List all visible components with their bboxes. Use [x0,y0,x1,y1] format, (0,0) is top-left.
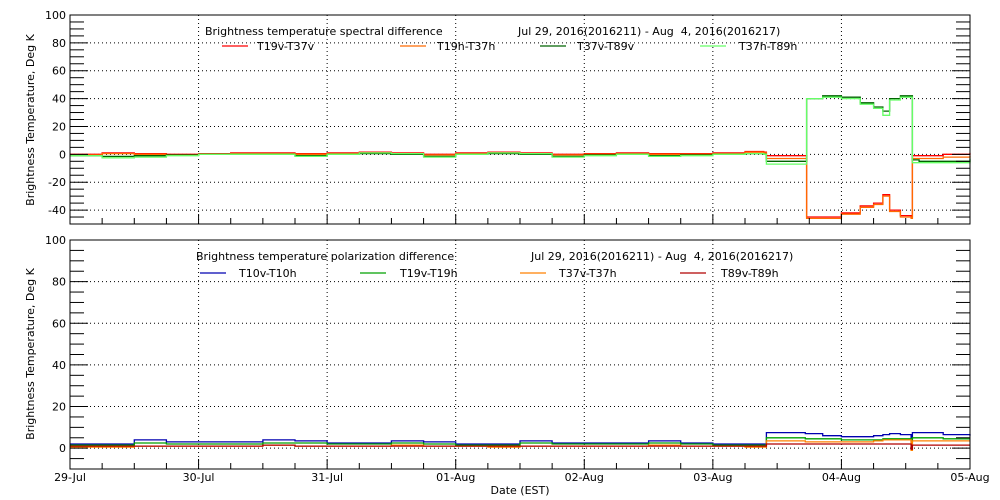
legend-label: T89v-T89h [720,267,779,280]
x-axis-label: Date (EST) [490,484,549,497]
x-tick-labels: 29-Jul 30-Jul 31-Jul 01-Aug 02-Aug 03-Aug 04-A… [54,471,990,484]
legend-label: T37v-T37h [558,267,617,280]
bottom-legend: T10v-T10h T19v-T19h T37v-T37h T89v-T89h [200,267,779,280]
x-tick-label: 03-Aug [693,471,732,484]
top-axes: -40 -20 0 20 40 60 80 100 [45,9,971,225]
legend-label: T37h-T89h [738,40,797,53]
x-tick-label: 01-Aug [436,471,475,484]
y-tick-label: 20 [52,401,66,414]
bottom-grid [70,240,970,469]
top-series [70,95,971,220]
bottom-title: Brightness temperature polarization diff… [196,250,454,263]
plot-frame [69,14,971,225]
y-tick-label: 60 [52,317,66,330]
y-tick-label: 20 [52,120,66,133]
bottom-y-axis-label: Brightness Temperature, Deg K [24,267,37,439]
x-tick-label: 02-Aug [565,471,604,484]
y-tick-label: 80 [52,37,66,50]
legend-label: T10v-T10h [238,267,297,280]
series-line-t89v-t89h [70,443,970,450]
top-y-axis-label: Brightness Temperature, Deg K [24,33,37,205]
legend-label: T37v-T89v [576,40,635,53]
x-tick-label: 05-Aug [950,471,989,484]
top-title: Brightness temperature spectral differen… [205,25,443,38]
series-line-t19v-t37v [70,150,971,218]
y-tick-label: 0 [59,148,66,161]
legend-label: T19h-T37h [436,40,495,53]
y-tick-label: -40 [48,204,66,217]
x-tick-label: 29-Jul [54,471,86,484]
top-grid [70,15,970,224]
x-tick-label: 04-Aug [822,471,861,484]
top-legend: T19v-T37v T19h-T37h T37v-T89v T37h-T89h [222,40,797,53]
plot-frame [69,239,971,470]
y-tick-label: 40 [52,359,66,372]
series-line-t10v-t10h [70,431,971,445]
y-tick-label: 100 [45,9,66,22]
top-subtitle: Jul 29, 2016(2016211) - Aug 4, 2016(2016… [517,25,780,38]
top-panel: -40 -20 0 20 40 60 80 100 Brightness temperatur… [24,9,971,225]
x-tick-label: 30-Jul [183,471,215,484]
x-tick-label: 31-Jul [311,471,343,484]
legend-label: T19v-T19h [399,267,458,280]
y-tick-label: 60 [52,65,66,78]
bottom-axes: 0 20 40 60 80 100 [45,234,971,470]
bottom-series [70,431,971,451]
y-tick-label: 0 [59,442,66,455]
series-line-t37v-t89v [70,95,971,162]
series-line-t37h-t89h [70,96,971,165]
legend-label: T19v-T37v [256,40,315,53]
y-tick-label: 80 [52,276,66,289]
y-tick-label: -20 [48,176,66,189]
series-line-t19h-t37h [70,151,971,220]
y-tick-label: 100 [45,234,66,247]
bottom-subtitle: Jul 29, 2016(2016211) - Aug 4, 2016(2016… [530,250,793,263]
y-tick-label: 40 [52,93,66,106]
series-line-t19v-t19h [70,437,970,446]
bottom-panel: 0 20 40 60 80 100 Brightness temperature pola… [24,234,971,470]
